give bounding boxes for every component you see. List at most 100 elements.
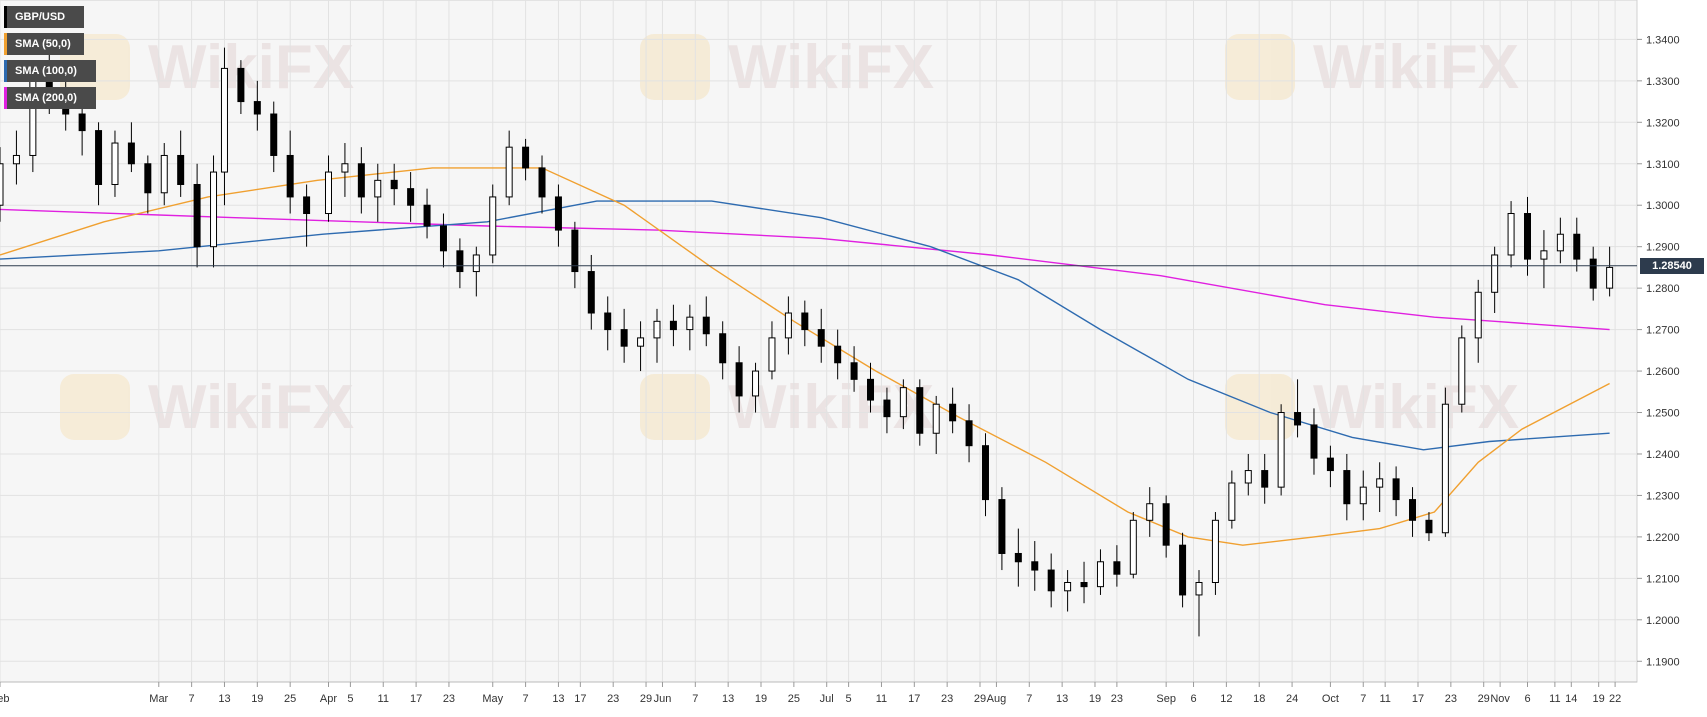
candle-body-down: [1573, 233, 1581, 260]
x-tick-label: 11: [876, 693, 887, 705]
candle-body-down: [669, 320, 677, 331]
candle: [522, 138, 530, 181]
candle-body-down: [1409, 499, 1417, 521]
candle-body-down: [303, 196, 311, 215]
watermark-layer: WikiFX WikiFX WikiFX WikiFX WikiFX WikiFX: [60, 33, 1519, 442]
legend-item-sma100[interactable]: SMA (100,0): [4, 60, 96, 82]
candle-body-down: [817, 329, 825, 347]
candle: [341, 143, 349, 197]
x-tick-label: 13: [1056, 693, 1068, 705]
x-tick-label: 14: [1565, 693, 1577, 705]
y-tick-label: 1.3200: [1646, 117, 1680, 129]
x-tick-label: 18: [1253, 693, 1265, 705]
legend-item-sma200[interactable]: SMA (200,0): [4, 87, 96, 109]
watermark-logo: [640, 374, 710, 440]
candle-body-up: [932, 403, 940, 434]
x-tick-label: 7: [189, 693, 195, 705]
candle: [702, 296, 710, 347]
candle-body-down: [1113, 561, 1121, 575]
x-tick-label: 11: [378, 693, 389, 705]
candle: [883, 387, 891, 434]
x-tick-label: 25: [788, 693, 800, 705]
candle: [587, 254, 595, 330]
candle: [1524, 196, 1532, 276]
candle: [489, 184, 497, 264]
candle: [1261, 453, 1269, 504]
candle-body-down: [867, 378, 875, 401]
candle-body-up: [784, 312, 792, 339]
candle: [653, 308, 661, 363]
candle-body-down: [1179, 544, 1187, 596]
candle-body-down: [965, 420, 973, 447]
y-tick-label: 1.2600: [1646, 366, 1680, 378]
candle: [949, 387, 957, 434]
candle: [1162, 495, 1170, 558]
x-tick-label: 17: [574, 693, 586, 705]
candle: [286, 130, 294, 214]
candle: [1606, 246, 1614, 297]
candle: [867, 362, 875, 413]
candle-body-down: [237, 67, 245, 103]
candle: [801, 300, 809, 347]
candle: [374, 163, 382, 222]
candle-body-down: [1524, 213, 1532, 260]
candle-body-down: [522, 146, 530, 169]
candle: [1310, 408, 1318, 475]
x-tick-label: 6: [1524, 693, 1530, 705]
candle: [817, 308, 825, 363]
legend-item-gbpusd[interactable]: GBP/USD: [4, 6, 84, 28]
y-axis: 1.1900 1.2000 1.2100 1.2200 1.2300 1.2400 1.25…: [1637, 34, 1680, 668]
candle-body-up: [1146, 503, 1154, 521]
candle: [439, 213, 447, 268]
candle-body-up: [1195, 581, 1203, 596]
candle: [237, 60, 245, 115]
sma-100-line: [0, 200, 1610, 451]
candle-body-down: [144, 163, 152, 194]
candle: [1376, 462, 1384, 513]
x-tick-label: 23: [1111, 693, 1123, 705]
candle-body-down: [1326, 457, 1334, 472]
legend-swatch: [4, 6, 7, 28]
candle: [719, 321, 727, 380]
candle: [1064, 570, 1072, 612]
candle-body-down: [1392, 478, 1400, 501]
candle-body-up: [12, 154, 20, 165]
candle: [253, 80, 261, 131]
candle: [303, 184, 311, 247]
candle-body-down: [1162, 503, 1170, 546]
candle: [1573, 217, 1581, 272]
candle: [637, 321, 645, 372]
x-tick-label: 23: [443, 693, 455, 705]
candle: [1244, 453, 1252, 496]
candle: [472, 246, 480, 297]
candle: [1359, 470, 1367, 521]
candle: [1228, 470, 1236, 529]
legend: GBP/USD SMA (50,0) SMA (100,0) SMA (200,…: [4, 6, 96, 114]
candle-body-down: [883, 399, 891, 418]
x-tick-label: 23: [941, 693, 953, 705]
candle: [1343, 453, 1351, 521]
candle-body-down: [357, 163, 365, 198]
x-tick-label: 7: [1360, 693, 1366, 705]
candle: [686, 304, 694, 351]
candle: [1425, 512, 1433, 542]
y-tick-label: 1.2900: [1646, 242, 1680, 254]
legend-item-sma50[interactable]: SMA (50,0): [4, 33, 84, 55]
candle-body-up: [686, 316, 694, 331]
candle-body-up: [1244, 470, 1252, 484]
candle-body-down: [1031, 561, 1039, 571]
candles: [0, 47, 1614, 637]
candle: [981, 433, 989, 517]
y-tick-label: 1.2700: [1646, 325, 1680, 337]
x-tick-label: 29: [1478, 693, 1490, 705]
x-tick-label: 12: [1220, 693, 1232, 705]
candle-body-up: [1458, 337, 1466, 405]
x-tick-label: 19: [755, 693, 767, 705]
candle-body-up: [1359, 486, 1367, 505]
candle-body-down: [177, 154, 185, 185]
candle: [160, 143, 168, 206]
candle-body-up: [899, 387, 907, 418]
x-axis: FebMar7131925Apr5111723May713172329Jun71…: [0, 681, 1637, 705]
candle-body-up: [111, 142, 119, 185]
